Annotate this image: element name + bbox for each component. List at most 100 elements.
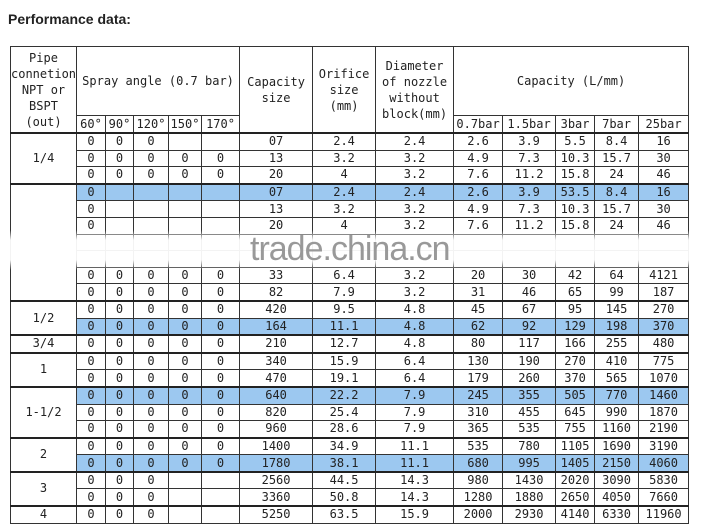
nozzle-diameter-cell: 4.8 — [375, 317, 455, 336]
table-row: 4 0 0 0 5250 63.5 15.9 2000 2930 4140 6330 11960 — [10, 505, 690, 524]
capacity-cell: 535 — [453, 436, 504, 456]
table-row: 0 0 0 0 0 1780 38.1 11.1 680 995 1405 2150 4060 — [11, 454, 690, 473]
spray-angle-cell: 0 — [133, 505, 169, 524]
capacity-cell: 3190 — [638, 436, 690, 456]
capacity-cell: 130 — [453, 351, 504, 371]
capacity-cell: 11.2 — [502, 166, 557, 185]
orifice-size-cell: 15.9 — [312, 351, 377, 371]
spray-angle-cell: 0 — [105, 166, 134, 185]
capacity-size-cell: 164 — [239, 317, 314, 336]
header-capacity-size: Capacity size — [239, 46, 314, 134]
spray-angle-cell: 0 — [76, 385, 106, 405]
spray-angle-cell: 0 — [168, 166, 202, 185]
capacity-size-cell: 640 — [239, 385, 314, 405]
nozzle-diameter-cell: 3.2 — [375, 200, 455, 218]
capacity-cell: 645 — [555, 403, 596, 422]
orifice-size-cell: 25.4 — [312, 403, 377, 422]
orifice-size-cell: 22.2 — [312, 385, 377, 405]
spray-angle-cell: 0 — [168, 436, 202, 456]
pipe-size-cell: 1/2 — [10, 299, 77, 336]
table-row: 1/4 0 0 0 07 2.4 2.4 2.6 3.9 5.5 8.4 16 — [10, 131, 690, 185]
table-row: 0 07 2.4 2.4 2.6 3.9 53.5 8.4 16 — [10, 182, 690, 302]
capacity-cell: 8.4 — [594, 131, 640, 151]
capacity-cell: 505 — [555, 385, 596, 405]
header-angle: 90° — [105, 115, 134, 134]
capacity-cell: 270 — [555, 351, 596, 371]
spray-angle-cell: 0 — [200, 403, 241, 422]
spray-angle-cell: 0 — [105, 299, 134, 319]
capacity-cell: 145 — [594, 299, 640, 319]
capacity-size-cell: 2560 — [239, 470, 314, 490]
capacity-cell: 990 — [594, 403, 640, 422]
capacity-cell: 3.9 — [502, 131, 557, 151]
capacity-cell: 2000 — [453, 505, 504, 524]
capacity-cell: 95 — [555, 299, 596, 319]
capacity-cell: 2650 — [555, 488, 596, 507]
orifice-size-cell: 12.7 — [312, 334, 377, 354]
capacity-cell: 16 — [638, 182, 690, 202]
orifice-size-cell: 28.6 — [312, 420, 377, 439]
capacity-size-cell: 470 — [239, 369, 314, 388]
capacity-size-cell: 82 — [239, 283, 314, 302]
capacity-cell: 680 — [453, 454, 504, 473]
header-orifice-size: Orifice size (mm) — [312, 46, 377, 134]
table-row: 0 0 0 0 0 820 25.4 7.9 310 455 645 990 1870 — [11, 403, 690, 422]
header-pressure: 1.5bar — [502, 115, 557, 134]
orifice-size-cell: 4 — [312, 166, 377, 185]
orifice-size-cell: 3.2 — [312, 200, 377, 218]
spray-angle-cell — [200, 131, 241, 151]
orifice-size-cell: 7.9 — [312, 283, 377, 302]
spray-angle-cell: 0 — [168, 334, 202, 354]
spray-angle-cell: 0 — [105, 385, 134, 405]
capacity-size-cell: 820 — [239, 403, 314, 422]
capacity-cell: 7.3 — [502, 200, 557, 218]
spray-angle-cell: 0 — [133, 317, 169, 336]
capacity-cell: 99 — [594, 283, 640, 302]
capacity-cell: 24 — [594, 166, 640, 185]
spray-angle-cell: 0 — [133, 334, 169, 354]
table-row: 0 0 0 0 0 13 3.2 3.2 4.9 7.3 10.3 15.7 30 — [11, 149, 690, 168]
spray-angle-cell: 0 — [76, 317, 106, 336]
capacity-cell: 355 — [502, 385, 557, 405]
nozzle-diameter-cell: 14.3 — [375, 488, 455, 507]
spray-angle-cell: 0 — [133, 131, 169, 151]
spray-angle-cell: 0 — [200, 436, 241, 456]
capacity-size-cell: 340 — [239, 351, 314, 371]
nozzle-diameter-cell: 7.9 — [375, 385, 455, 405]
capacity-cell: 7.6 — [453, 166, 504, 185]
spray-angle-cell: 0 — [105, 403, 134, 422]
capacity-cell: 15.8 — [555, 166, 596, 185]
capacity-cell: 775 — [638, 351, 690, 371]
capacity-cell: 46 — [638, 166, 690, 185]
spray-angle-cell: 0 — [76, 166, 106, 185]
capacity-cell: 2190 — [638, 420, 690, 439]
spray-angle-cell: 0 — [76, 299, 106, 319]
table-body: 1/4 0 0 0 07 2.4 2.4 2.6 3.9 5.5 8.4 16 0 0 0 0 0 13 3.2 3.… — [10, 131, 690, 524]
spray-angle-cell: 0 — [133, 454, 169, 473]
capacity-cell: 370 — [555, 369, 596, 388]
spray-angle-cell: 0 — [200, 420, 241, 439]
capacity-cell: 260 — [502, 369, 557, 388]
header-angle: 170° — [200, 115, 241, 134]
orifice-size-cell: 2.4 — [312, 131, 377, 151]
spray-angle-cell: 0 — [168, 283, 202, 302]
capacity-cell: 129 — [555, 317, 596, 336]
capacity-cell: 1690 — [594, 436, 640, 456]
nozzle-diameter-cell: 6.4 — [375, 369, 455, 388]
header-pipe-connection: Pipe connetion NPT or BSPT (out) — [10, 46, 77, 134]
table-row: 0 0 0 0 0 20 4 3.2 7.6 11.2 15.8 24 46 — [11, 166, 690, 185]
section-title: Performance data: — [8, 11, 131, 27]
capacity-cell: 1160 — [594, 420, 640, 439]
watermark-blur — [0, 230, 722, 270]
spray-angle-cell: 0 — [105, 131, 134, 151]
capacity-cell: 455 — [502, 403, 557, 422]
orifice-size-cell: 44.5 — [312, 470, 377, 490]
spray-angle-cell: 0 — [105, 317, 134, 336]
spray-angle-cell: 0 — [105, 334, 134, 354]
spray-angle-cell: 0 — [105, 283, 134, 302]
capacity-cell: 3.9 — [502, 182, 557, 202]
spray-angle-cell: 0 — [76, 488, 106, 507]
spray-angle-cell: 0 — [76, 369, 106, 388]
table-row: 2 0 0 0 0 0 1400 34.9 11.1 535 780 1105 1690 3190 — [10, 436, 690, 473]
capacity-cell: 5830 — [638, 470, 690, 490]
